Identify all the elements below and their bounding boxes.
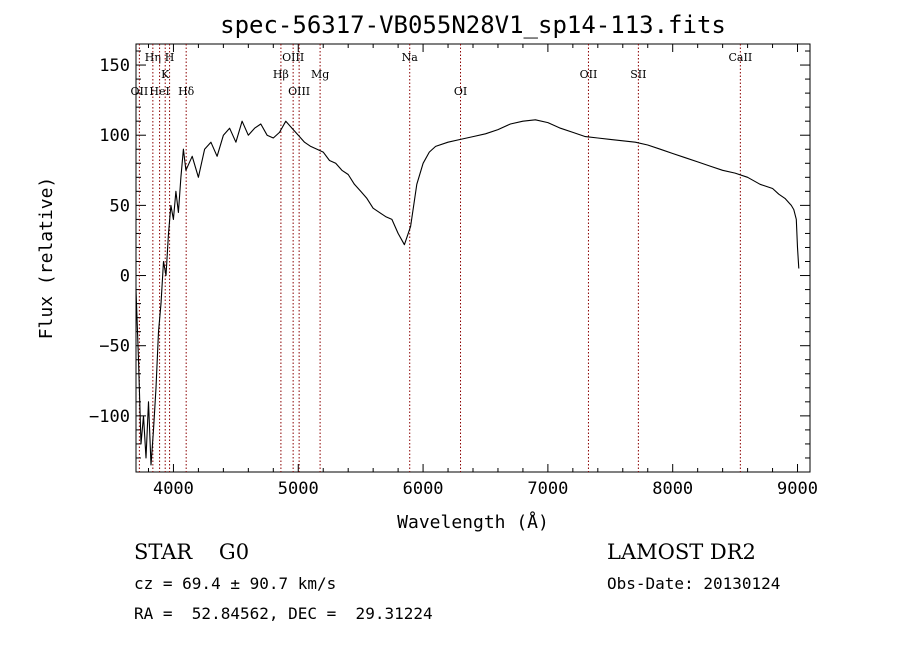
spectral-line-label: H [165,51,175,64]
spectral-line-label: SII [630,68,646,81]
spectral-line-label: OIII [288,85,310,98]
spectral-line-label: Mg [311,68,329,81]
x-tick-label: 9000 [777,479,818,499]
spectrum-series [135,119,800,466]
spectral-line-label: Hβ [273,68,289,81]
spectral-line-label: Hδ [178,85,195,98]
obs-date-label: Obs-Date: 20130124 [607,574,781,593]
y-tick-label: −50 [99,337,130,357]
spectral-line-label: OII [131,85,149,98]
spectrum-line [135,119,800,466]
x-tick-label: 5000 [278,479,319,499]
spectral-line-label: Hη [145,51,161,64]
survey-label: LAMOST DR2 [607,540,756,564]
plot-frame [135,43,811,473]
y-tick-label: 150 [99,56,130,76]
y-tick-label: 100 [99,126,130,146]
spectral-line-label: Na [402,51,419,64]
spectral-line-label: K [161,68,170,81]
y-tick-label: 50 [110,196,130,216]
y-axis-label: Flux (relative) [36,177,57,340]
y-tick-label: −100 [89,407,130,427]
axis-ticks: 4000 5000 6000 7000 8000 9000 −100 −50 0 50 100 150 [89,44,818,499]
spectral-line-label: HeI [149,85,169,98]
spectral-line-label: CaII [729,51,753,64]
x-tick-label: 7000 [527,479,568,499]
x-tick-label: 4000 [153,479,194,499]
class-label: STAR G0 [134,540,250,564]
spectral-line-label: OIII [282,51,304,64]
x-tick-label: 8000 [652,479,693,499]
x-tick-label: 6000 [403,479,444,499]
spectral-line-label: OI [454,85,467,98]
cz-label: cz = 69.4 ± 90.7 km/s [134,574,337,593]
y-tick-label: 0 [120,267,130,287]
chart-title: spec-56317-VB055N28V1_sp14-113.fits [220,11,726,39]
x-axis-label: Wavelength (Å) [397,511,549,533]
spectral-line-label: OII [580,68,598,81]
radec-label: RA = 52.84562, DEC = 29.31224 [134,604,433,623]
